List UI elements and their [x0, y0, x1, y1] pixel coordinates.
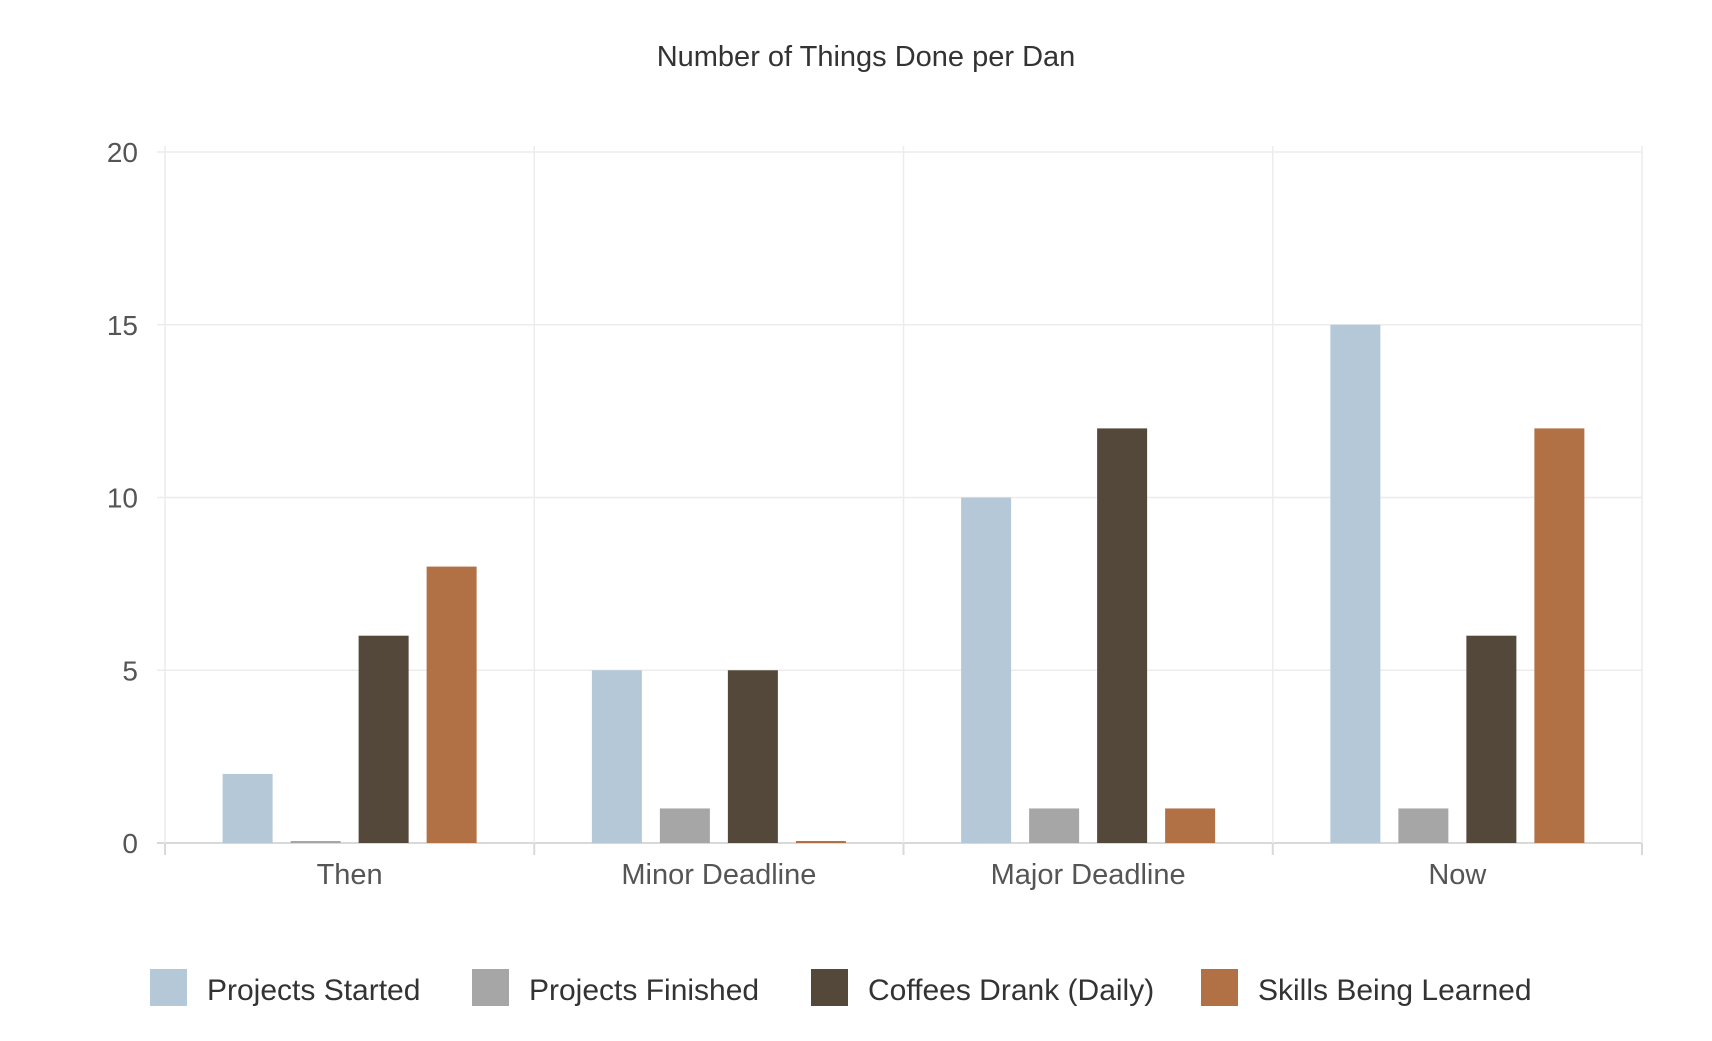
legend-swatch [150, 969, 187, 1006]
bar-minor-deadline-coffees-drank-daily-[interactable] [727, 670, 778, 843]
legend-item-skills-being-learned[interactable]: Skills Being Learned [1201, 969, 1532, 1007]
bar-now-skills-being-learned[interactable] [1534, 428, 1585, 843]
legend-item-projects-finished[interactable]: Projects Finished [472, 969, 759, 1007]
legend-label: Coffees Drank (Daily) [868, 974, 1154, 1007]
bar-now-coffees-drank-daily-[interactable] [1466, 635, 1517, 843]
y-tick-label: 10 [107, 483, 138, 514]
bar-then-projects-finished[interactable] [290, 841, 341, 843]
y-axis-ticks: 0 5 10 15 20 [107, 137, 138, 859]
bar-major-deadline-projects-finished[interactable] [1029, 808, 1080, 843]
bar-major-deadline-coffees-drank-daily-[interactable] [1097, 428, 1148, 843]
bar-minor-deadline-projects-started[interactable] [591, 670, 642, 843]
bar-now-projects-started[interactable] [1330, 324, 1381, 843]
x-category-label: Minor Deadline [621, 859, 816, 891]
bar-minor-deadline-projects-finished[interactable] [659, 808, 710, 843]
legend: Projects Started Projects Finished Coffees… [150, 969, 1532, 1007]
legend-label: Projects Started [207, 974, 420, 1007]
legend-swatch [811, 969, 848, 1006]
bars [222, 324, 1585, 844]
chart-title: Number of Things Done per Dan [657, 41, 1076, 73]
x-category-label: Now [1428, 859, 1487, 891]
y-tick-label: 20 [107, 137, 138, 168]
legend-item-coffees-drank-daily-[interactable]: Coffees Drank (Daily) [811, 969, 1154, 1007]
legend-item-projects-started[interactable]: Projects Started [150, 969, 420, 1007]
x-category-label: Then [317, 859, 383, 891]
legend-swatch [1201, 969, 1238, 1006]
legend-label: Skills Being Learned [1258, 974, 1532, 1007]
bar-then-coffees-drank-daily-[interactable] [358, 635, 409, 843]
y-tick-label: 5 [122, 655, 138, 686]
legend-swatch [472, 969, 509, 1006]
bar-now-projects-finished[interactable] [1398, 808, 1449, 843]
bar-then-skills-being-learned[interactable] [426, 566, 477, 843]
bar-major-deadline-projects-started[interactable] [961, 497, 1012, 844]
legend-label: Projects Finished [529, 974, 759, 1007]
bar-major-deadline-skills-being-learned[interactable] [1165, 808, 1216, 843]
x-category-label: Major Deadline [991, 859, 1186, 891]
y-tick-label: 15 [107, 310, 138, 341]
bar-then-projects-started[interactable] [222, 773, 273, 843]
y-tick-label: 0 [122, 828, 138, 859]
x-axis-categories: Then Minor Deadline Major Deadline Now [317, 859, 1488, 891]
bar-minor-deadline-skills-being-learned[interactable] [795, 841, 846, 843]
